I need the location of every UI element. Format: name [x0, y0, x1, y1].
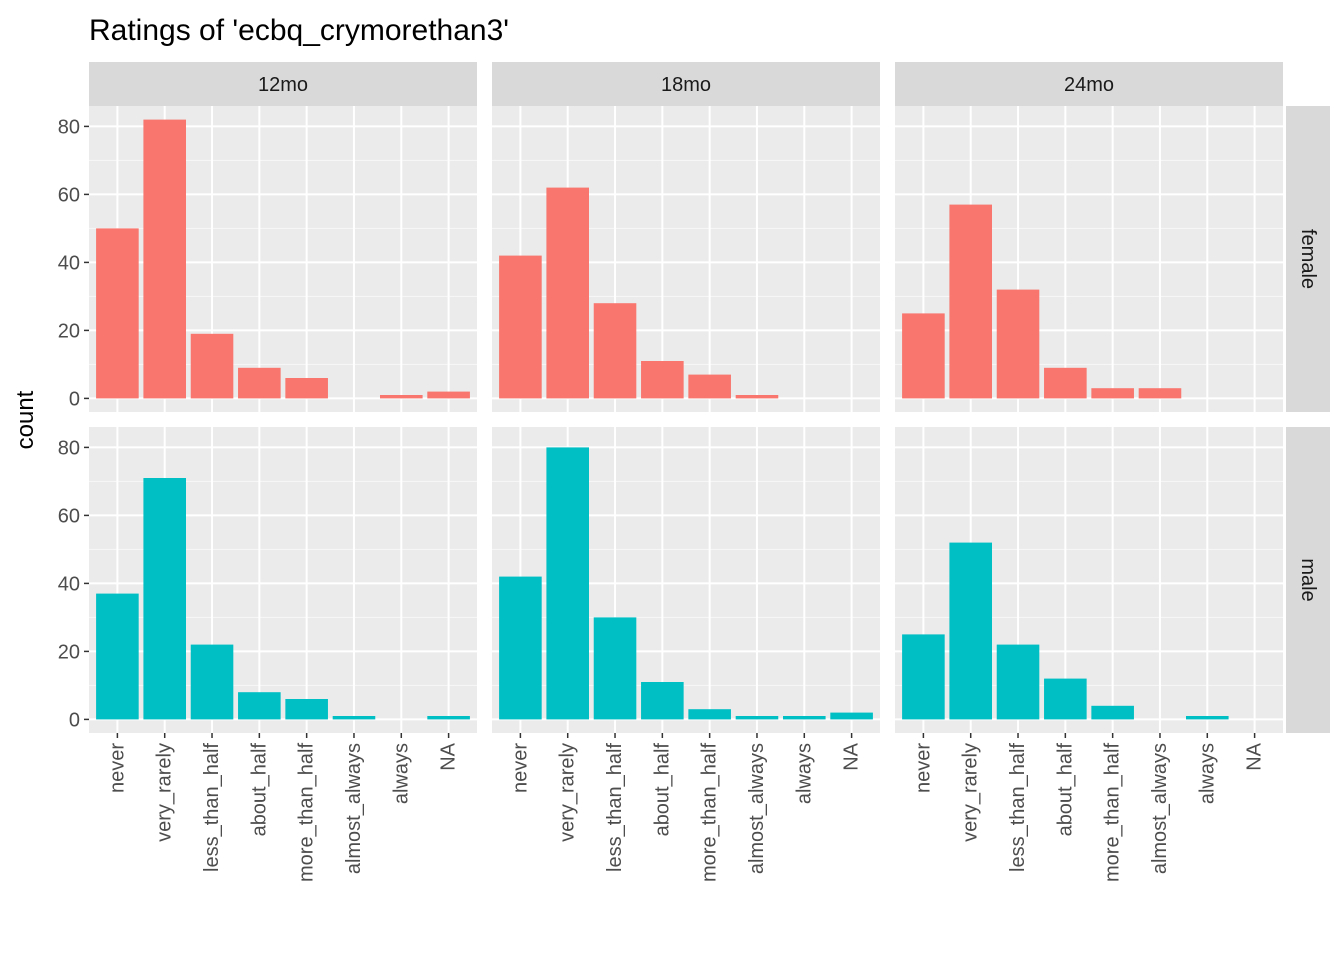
- y-tick-label: 0: [69, 388, 80, 410]
- x-tick-label: less_than_half: [604, 743, 626, 872]
- bar-male-24mo-more_than_half: [1091, 705, 1134, 720]
- panels-layer: 12mo 18mo 24mo female male 0 20 40 60 80 0 20 40 60 80…: [58, 62, 1330, 882]
- bar-male-24mo-about_half: [1044, 678, 1087, 720]
- x-tick-label: NA: [1244, 742, 1266, 770]
- facet-strip-female: [1286, 106, 1330, 412]
- panel-female-24mo: [895, 106, 1283, 412]
- panel-female-18mo: [492, 106, 880, 412]
- facet-strip-24mo: [895, 62, 1283, 106]
- bar-female-12mo-very_rarely: [143, 119, 186, 399]
- facet-strip-label-24mo: 24mo: [1064, 74, 1114, 96]
- bar-male-24mo-never: [902, 634, 945, 720]
- x-tick-label: almost_always: [343, 743, 365, 874]
- x-tick-label: about_half: [651, 743, 673, 837]
- y-tick-label: 60: [58, 505, 80, 527]
- x-tick-label: almost_always: [746, 743, 768, 874]
- y-tick-label: 20: [58, 641, 80, 663]
- facet-strip-label-male: male: [1297, 558, 1319, 601]
- y-tick-label: 0: [69, 709, 80, 731]
- y-tick-label: 40: [58, 573, 80, 595]
- panel-male-18mo: [492, 427, 880, 733]
- x-tick-label: always: [1196, 743, 1218, 804]
- x-tick-label: more_than_half: [1102, 743, 1124, 882]
- facet-strip-male: [1286, 427, 1330, 733]
- x-tick-label: more_than_half: [296, 743, 318, 882]
- y-axis-label: count: [12, 390, 39, 449]
- x-tick-label: less_than_half: [1007, 743, 1029, 872]
- bar-male-12mo-never: [96, 593, 139, 720]
- x-tick-label: never: [509, 743, 531, 793]
- bar-male-18mo-almost_always: [735, 716, 779, 720]
- bar-female-12mo-NA: [427, 391, 470, 399]
- x-tick-label: NA: [438, 742, 460, 770]
- bar-female-18mo-very_rarely: [546, 187, 589, 399]
- bar-female-12mo-about_half: [238, 367, 281, 399]
- x-tick-label: very_rarely: [154, 743, 176, 842]
- x-tick-label: very_rarely: [960, 743, 982, 842]
- y-tick-label: 80: [58, 116, 80, 138]
- y-tick-label: 40: [58, 252, 80, 274]
- facet-strip-label-18mo: 18mo: [661, 74, 711, 96]
- bar-male-18mo-less_than_half: [593, 617, 637, 720]
- bar-female-12mo-less_than_half: [190, 333, 234, 399]
- bar-female-12mo-never: [96, 228, 139, 399]
- x-tick-label: very_rarely: [557, 743, 579, 842]
- bar-male-18mo-very_rarely: [546, 447, 589, 720]
- facet-strip-18mo: [492, 62, 880, 106]
- panel-female-12mo: [89, 106, 477, 412]
- panel-male-24mo: [895, 427, 1283, 733]
- x-tick-label: never: [912, 743, 934, 793]
- x-tick-label: about_half: [248, 743, 270, 837]
- bar-female-24mo-very_rarely: [949, 204, 992, 399]
- bar-male-18mo-about_half: [641, 682, 684, 720]
- panel-male-12mo: [89, 427, 477, 733]
- bar-female-24mo-almost_always: [1138, 388, 1182, 399]
- bar-female-12mo-always: [380, 395, 423, 399]
- bar-female-24mo-less_than_half: [996, 289, 1040, 399]
- bar-male-18mo-NA: [830, 712, 873, 720]
- bar-female-24mo-never: [902, 313, 945, 399]
- x-tick-label: about_half: [1054, 743, 1076, 837]
- x-tick-label: always: [390, 743, 412, 804]
- y-tick-label: 20: [58, 320, 80, 342]
- bar-female-18mo-never: [499, 255, 542, 399]
- bar-male-18mo-more_than_half: [688, 709, 731, 720]
- bar-male-24mo-very_rarely: [949, 542, 992, 720]
- bar-male-12mo-less_than_half: [190, 644, 234, 720]
- bar-male-12mo-NA: [427, 716, 470, 720]
- bar-female-18mo-almost_always: [735, 395, 779, 399]
- bar-female-18mo-less_than_half: [593, 303, 637, 399]
- facet-strip-label-female: female: [1297, 229, 1319, 289]
- bar-male-18mo-always: [783, 716, 826, 720]
- bar-male-12mo-very_rarely: [143, 478, 186, 720]
- bar-female-24mo-about_half: [1044, 367, 1087, 399]
- bar-female-18mo-about_half: [641, 361, 684, 399]
- facet-strip-12mo: [89, 62, 477, 106]
- x-tick-label: almost_always: [1149, 743, 1171, 874]
- y-tick-label: 60: [58, 184, 80, 206]
- x-tick-label: always: [793, 743, 815, 804]
- facet-strip-label-12mo: 12mo: [258, 74, 308, 96]
- x-tick-label: NA: [841, 742, 863, 770]
- x-tick-label: more_than_half: [699, 743, 721, 882]
- bar-male-12mo-almost_always: [332, 716, 376, 720]
- x-tick-label: less_than_half: [201, 743, 223, 872]
- chart-title: Ratings of 'ecbq_crymorethan3': [89, 14, 509, 47]
- bar-female-12mo-more_than_half: [285, 378, 328, 399]
- bar-male-24mo-always: [1186, 716, 1229, 720]
- bar-female-18mo-more_than_half: [688, 374, 731, 399]
- bar-female-24mo-more_than_half: [1091, 388, 1134, 399]
- bar-male-12mo-about_half: [238, 692, 281, 720]
- bar-male-12mo-more_than_half: [285, 699, 328, 720]
- bar-male-24mo-less_than_half: [996, 644, 1040, 720]
- y-tick-label: 80: [58, 437, 80, 459]
- bar-male-18mo-never: [499, 576, 542, 720]
- x-tick-label: never: [106, 743, 128, 793]
